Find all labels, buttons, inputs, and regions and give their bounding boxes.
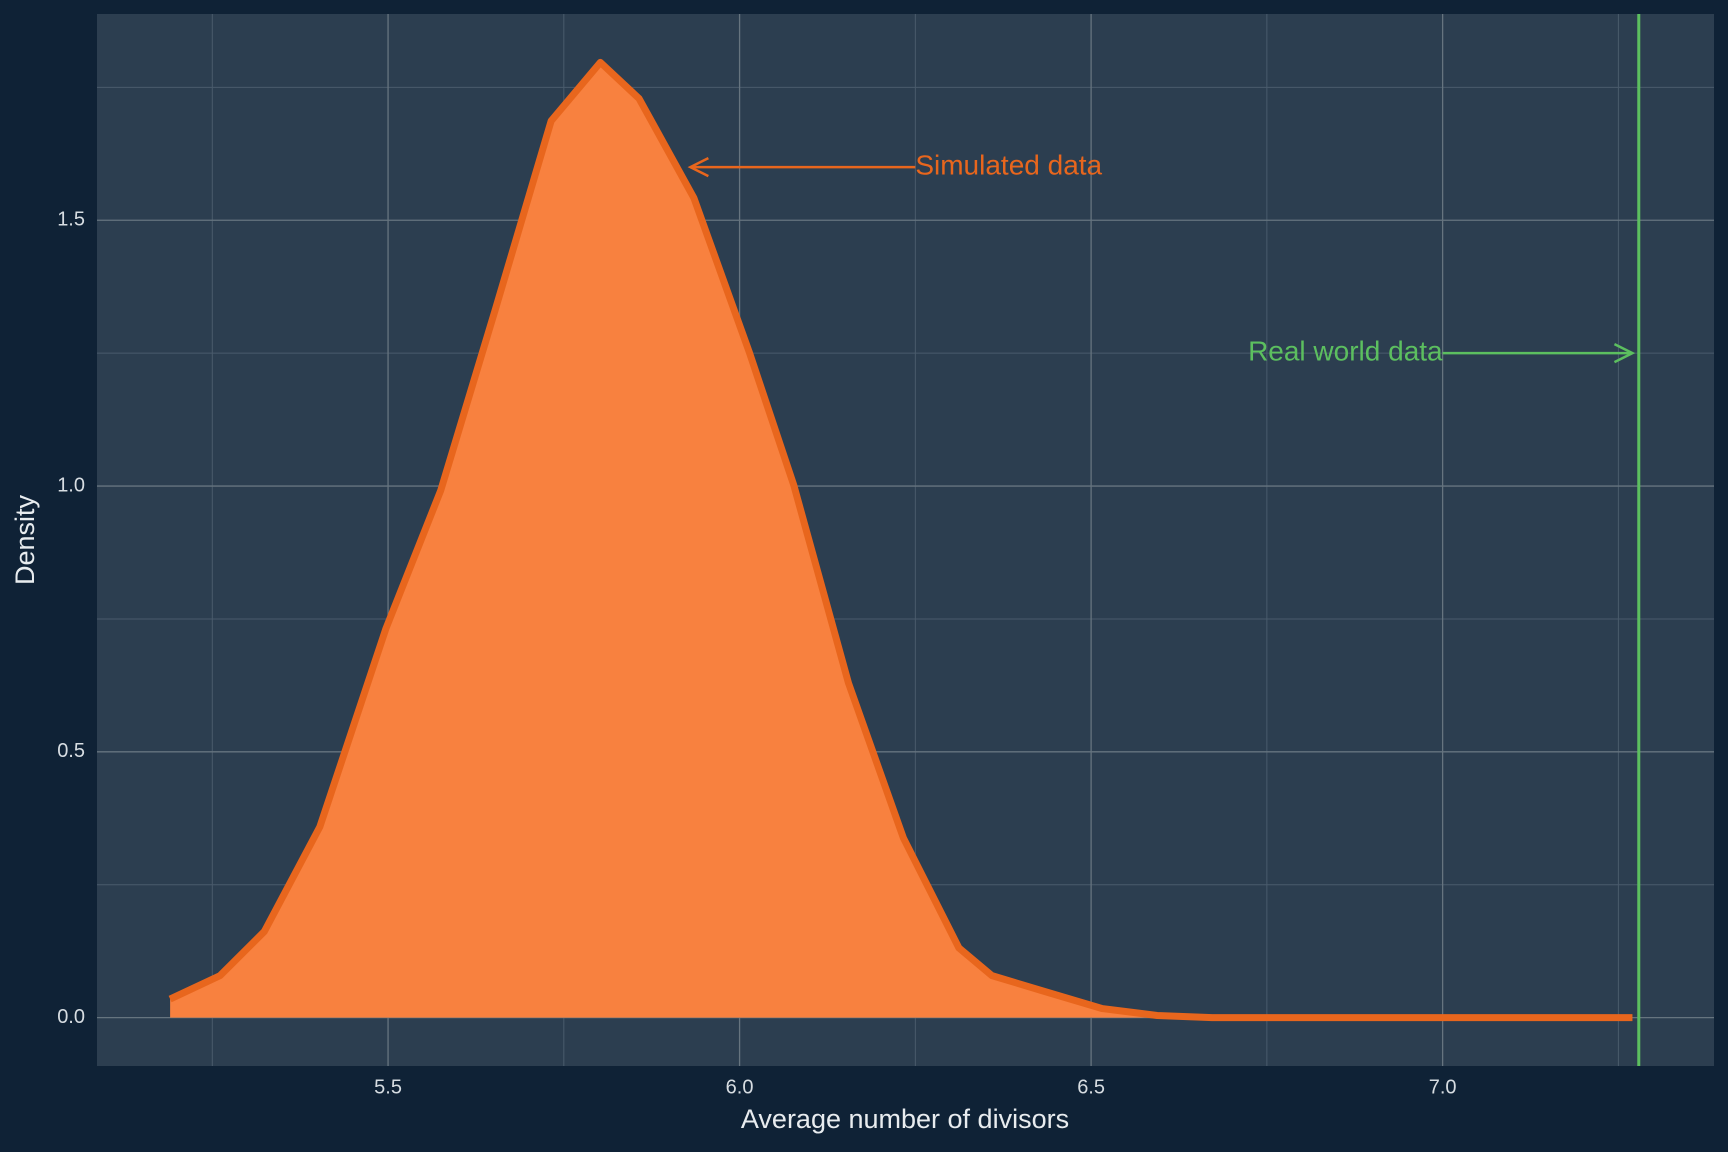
y-tick-label: 0.0 — [57, 1006, 85, 1028]
y-axis-label: Density — [10, 494, 40, 585]
density-line — [168, 58, 1633, 1022]
x-tick-label: 6.5 — [1077, 1076, 1105, 1098]
arrow-head — [687, 156, 709, 178]
y-tick-label: 1.0 — [57, 474, 85, 496]
x-tick-label: 5.5 — [374, 1076, 402, 1098]
annotation-text: Real world data — [1248, 336, 1443, 367]
x-tick-label: 7.0 — [1429, 1076, 1457, 1098]
density-area — [170, 62, 1633, 1018]
x-axis-label: Average number of divisors — [741, 1104, 1069, 1134]
annotation-text: Simulated data — [915, 149, 1102, 180]
arrow-head — [1613, 343, 1636, 364]
y-tick-label: 1.5 — [57, 209, 85, 231]
x-tick-label: 6.0 — [726, 1076, 754, 1098]
y-tick-label: 0.5 — [57, 740, 85, 762]
